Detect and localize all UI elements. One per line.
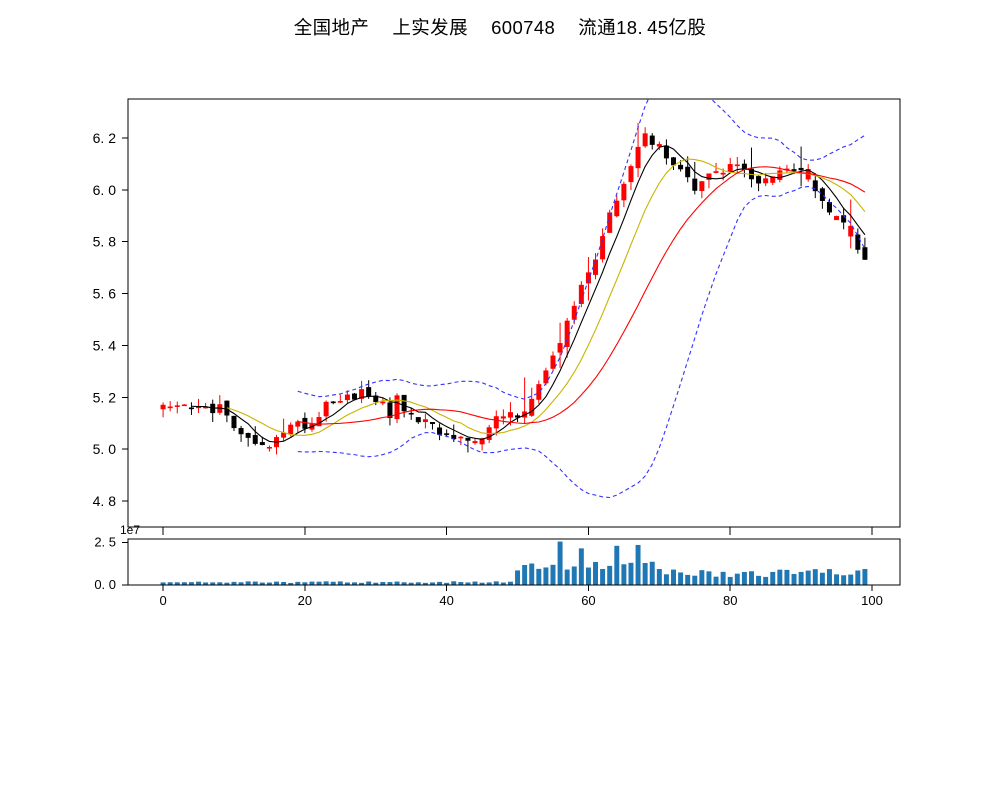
svg-text:5. 4: 5. 4: [93, 337, 117, 353]
svg-text:5. 8: 5. 8: [93, 234, 117, 250]
svg-text:20: 20: [298, 593, 312, 608]
svg-text:100: 100: [861, 593, 883, 608]
svg-text:5. 0: 5. 0: [93, 441, 117, 457]
svg-text:0. 0: 0. 0: [94, 577, 116, 592]
svg-text:5. 6: 5. 6: [93, 286, 117, 302]
svg-text:6. 2: 6. 2: [93, 130, 117, 146]
svg-text:80: 80: [723, 593, 737, 608]
svg-text:1e7: 1e7: [120, 523, 140, 537]
svg-text:2. 5: 2. 5: [94, 534, 116, 549]
svg-text:0: 0: [159, 593, 166, 608]
svg-text:40: 40: [439, 593, 453, 608]
svg-text:5. 2: 5. 2: [93, 389, 117, 405]
svg-text:6. 0: 6. 0: [93, 182, 117, 198]
svg-text:60: 60: [581, 593, 595, 608]
svg-text:4. 8: 4. 8: [93, 493, 117, 509]
